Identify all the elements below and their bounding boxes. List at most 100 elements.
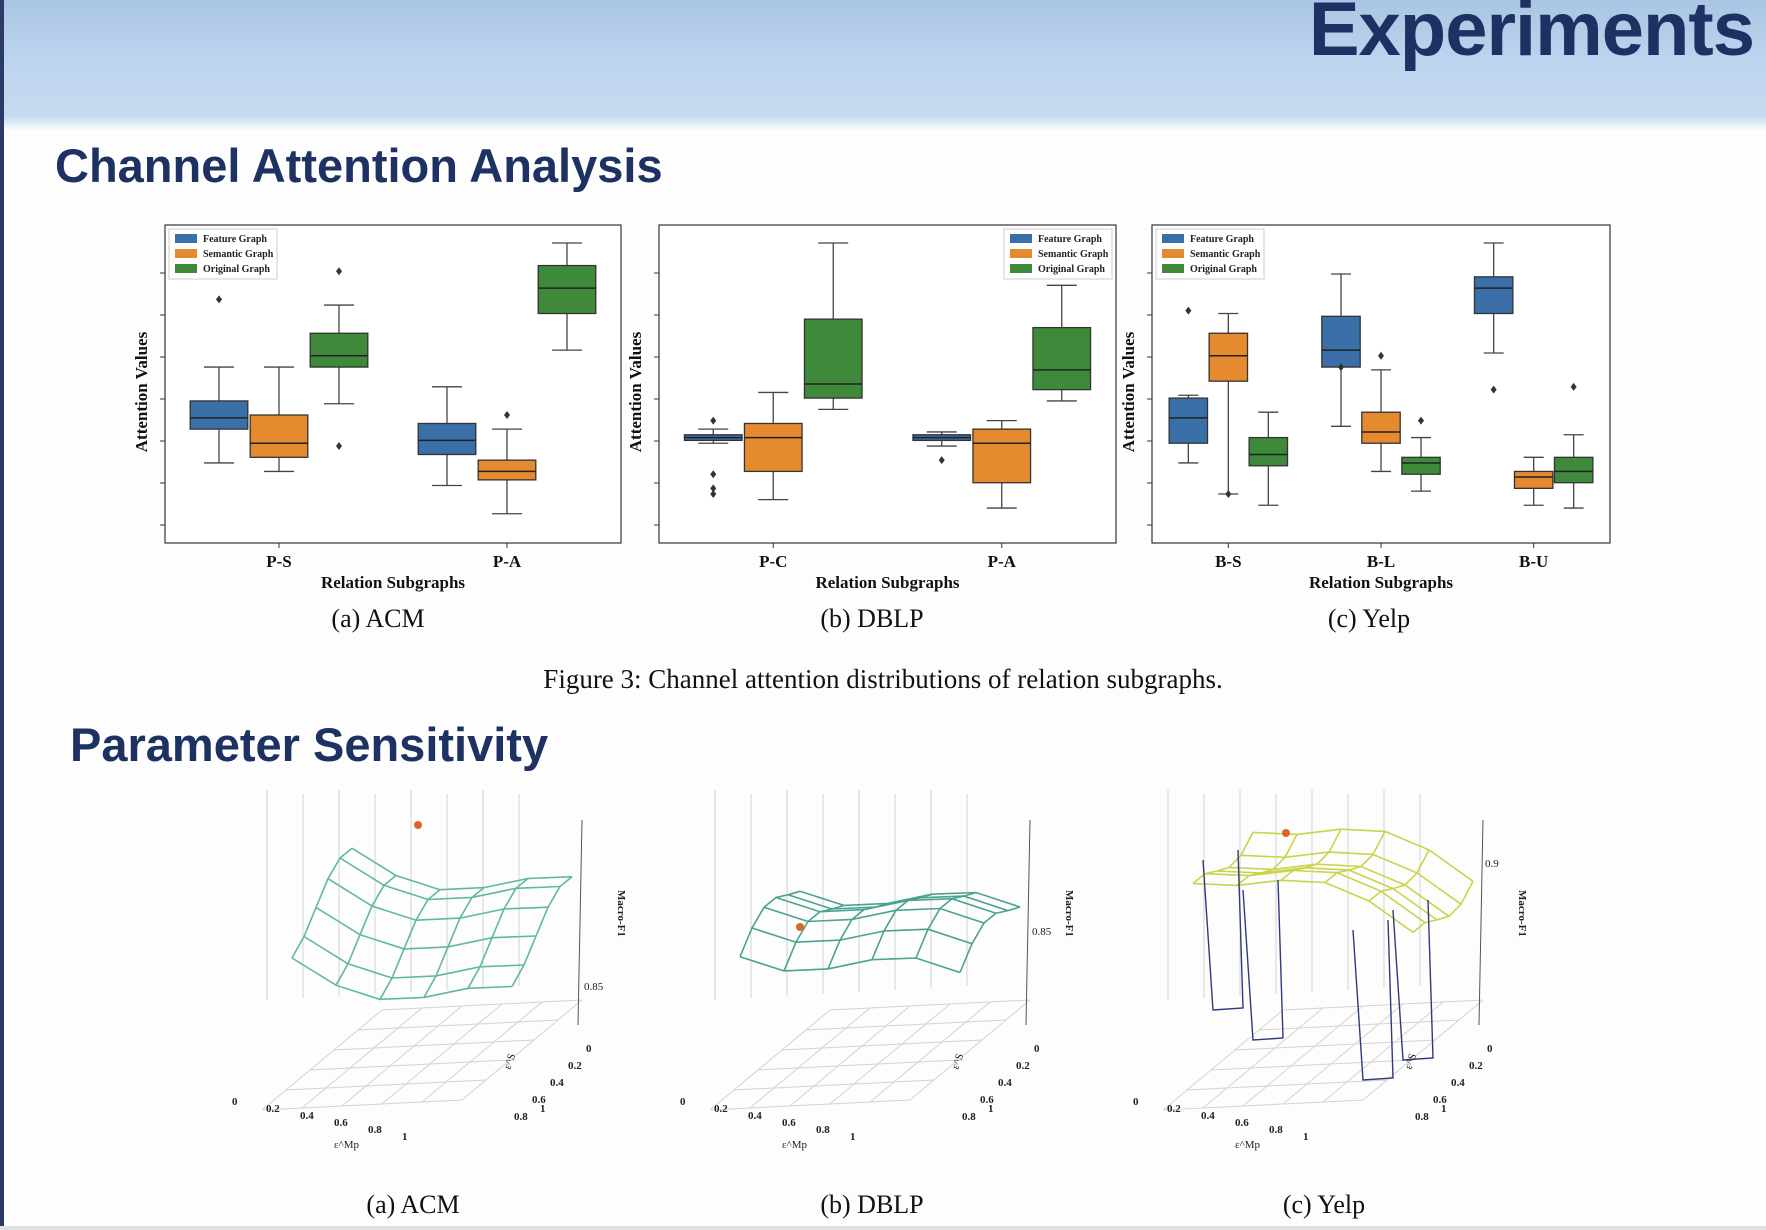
- floor-grid-line: [381, 999, 583, 1011]
- legend-label: Original Graph: [1038, 264, 1105, 275]
- x-tick-label: 0.8: [1269, 1124, 1283, 1136]
- floor-grid-line: [869, 1001, 991, 1103]
- z-tick-label: 0.85: [1032, 926, 1052, 938]
- outlier-point: [1338, 363, 1344, 372]
- y-tick-label: 0.2: [1469, 1060, 1483, 1072]
- surface-wire: [1412, 880, 1474, 934]
- surface-wire: [303, 935, 525, 979]
- legend: Feature Graph Semantic Graph Original Grap…: [1155, 228, 1265, 280]
- slide-left-border: [0, 0, 4, 1230]
- legend: Feature Graph Semantic Graph Original Grap…: [1003, 228, 1113, 280]
- x-tick-label: 0.2: [714, 1103, 728, 1115]
- box-body: [537, 264, 597, 315]
- box-P-A-feature-graph: [912, 431, 972, 465]
- x-tick-label: 0.8: [368, 1124, 382, 1136]
- figure3-caption: Figure 3: Channel attention distribution…: [543, 664, 1223, 694]
- floor-grid-line: [357, 1019, 559, 1031]
- x-tick-label: P-C: [759, 552, 787, 571]
- floor-grid-line: [1322, 1001, 1444, 1103]
- y-tick-label: 0.8: [962, 1111, 976, 1123]
- y-axis-label: ε^S: [502, 1052, 519, 1071]
- fig4-subcaption-b: (b) DBLP: [820, 1190, 924, 1219]
- figure3-box-plots: P-S P-A Relation Subgraphs Attention Values…: [132, 224, 1611, 592]
- x-tick-label: 0.2: [266, 1103, 280, 1115]
- box-body: [1513, 470, 1554, 489]
- surface-wire: [959, 906, 1021, 973]
- floor-grid-line: [309, 1059, 511, 1071]
- surface-wire: [787, 894, 1009, 912]
- outlier-point: [938, 456, 945, 465]
- y-tick-label: 0: [1487, 1043, 1493, 1055]
- x-tick-label: P-S: [266, 552, 292, 571]
- outlier-point: [710, 416, 717, 425]
- y-tick-label: 0.2: [1016, 1060, 1030, 1072]
- y-tick-label: 0.8: [1415, 1111, 1429, 1123]
- outlier-point: [1418, 416, 1424, 425]
- box-body: [1401, 456, 1441, 475]
- box-P-S-semantic-graph: [249, 366, 309, 473]
- surface-wire: [1236, 834, 1298, 887]
- box-body: [249, 414, 309, 458]
- surface-wire: [339, 857, 561, 901]
- box-body: [189, 400, 249, 430]
- box-B-L-original-graph: [1401, 416, 1441, 492]
- legend-label: Feature Graph: [1038, 234, 1102, 245]
- fig3-subcaption-c: (c) Yelp: [1327, 604, 1411, 633]
- fig3-subcaption-a: (a) ACM: [331, 604, 425, 633]
- box-B-U-semantic-graph: [1513, 456, 1554, 506]
- floor-grid-line: [1282, 1003, 1404, 1105]
- floor-grid-line: [789, 1005, 911, 1107]
- legend-swatch: [1010, 249, 1032, 258]
- x-tick-label: 0: [680, 1096, 686, 1108]
- legend-label: Feature Graph: [203, 234, 267, 245]
- x-tick-label: 0.4: [300, 1110, 314, 1122]
- surface-wire: [423, 886, 485, 998]
- outlier-point: [710, 489, 717, 498]
- x-tick-label: 1: [402, 1131, 408, 1143]
- section-heading-parameter-sensitivity: Parameter Sensitivity: [70, 718, 549, 771]
- x-tick-label: 0.4: [748, 1110, 762, 1122]
- legend-swatch: [1010, 264, 1032, 273]
- floor-grid-line: [757, 1059, 959, 1071]
- y-tick-label: 0.6: [1433, 1094, 1447, 1106]
- x-axis-label: ε^Mp: [782, 1139, 808, 1151]
- surface-wire: [1216, 866, 1438, 921]
- x-tick-label: 0.6: [782, 1117, 796, 1129]
- box-P-C-feature-graph: [683, 416, 743, 498]
- surface-wire: [1204, 869, 1426, 924]
- z-tick-label: 0.9: [1485, 858, 1499, 870]
- floor-grid-line: [829, 999, 1031, 1011]
- slide-bottom-strip: [0, 1226, 1766, 1230]
- y-axis-label: ε^S: [950, 1052, 967, 1071]
- y-axis-label: Attention Values: [626, 331, 645, 452]
- box-body: [1553, 456, 1594, 484]
- floor-grid-line: [261, 1099, 463, 1111]
- legend-label: Semantic Graph: [1190, 249, 1261, 260]
- surface-wire: [315, 906, 537, 950]
- floor-grid-line: [1242, 1005, 1364, 1107]
- legend-label: Semantic Graph: [203, 249, 274, 260]
- y-tick-label: 1: [988, 1103, 994, 1115]
- outlier-point: [1570, 382, 1577, 391]
- x-axis-label: ε^Mp: [334, 1139, 360, 1151]
- y-tick-label: 0.8: [514, 1111, 528, 1123]
- floor-grid-line: [1186, 1079, 1388, 1091]
- surface-wire: [1192, 879, 1414, 934]
- surface-wire: [291, 957, 513, 1001]
- surface-plot-3: 0.9 Macro-F1 0 0.2 0.4 0.6 0.8 1 ε^Mp 0 0.2 0.4 0.6 0…: [1133, 790, 1528, 1151]
- box-body: [1168, 397, 1209, 444]
- slide-title: Experiments: [1308, 0, 1755, 72]
- x-tick-label: B-U: [1519, 552, 1548, 571]
- z-axis-line: [577, 819, 583, 1026]
- surface-wire: [1324, 831, 1386, 884]
- y-tick-label: 0.6: [532, 1094, 546, 1106]
- x-tick-label: B-L: [1367, 552, 1395, 571]
- max-point-marker: [1282, 829, 1290, 837]
- y-tick-label: 0.6: [980, 1094, 994, 1106]
- fig4-subcaption-a: (a) ACM: [366, 1190, 460, 1219]
- surface-wire: [915, 891, 977, 959]
- x-tick-label: 0.4: [1201, 1110, 1215, 1122]
- floor-grid-line: [301, 1007, 423, 1109]
- z-axis-line: [1025, 819, 1031, 1026]
- floor-grid-line: [1202, 1007, 1324, 1109]
